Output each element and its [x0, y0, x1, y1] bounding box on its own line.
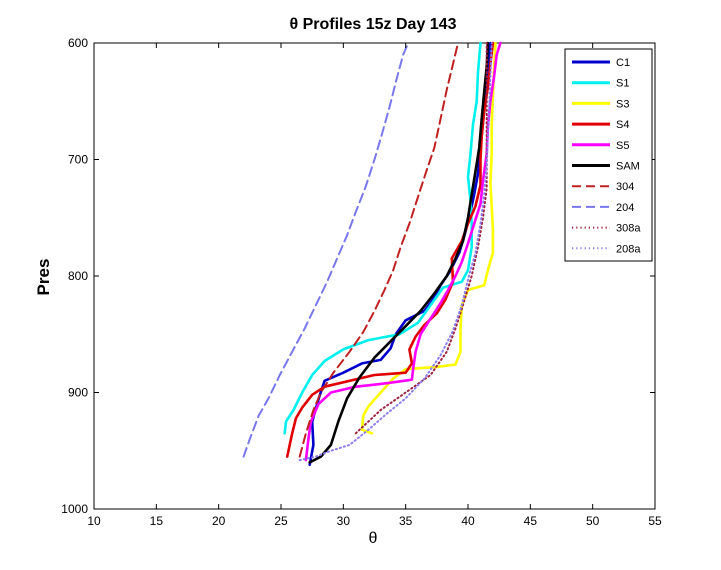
series-line-208a [298, 42, 493, 462]
x-tick-label: 40 [461, 514, 475, 528]
y-tick-label: 1000 [61, 502, 88, 516]
legend-label-s3: S3 [616, 98, 629, 110]
legend-box [564, 48, 653, 262]
legend-label-c1: C1 [616, 57, 630, 69]
legend-label-sam: SAM [616, 161, 640, 173]
series-line-204 [242, 42, 410, 458]
x-tick-label: 55 [648, 514, 662, 528]
x-tick-label: 50 [586, 514, 600, 528]
plot-area [93, 42, 656, 510]
chart-title: θ Profiles 15z Day 143 [290, 16, 457, 33]
legend: C1 S1 S3 S4 S5 SAM 304 204 308a 208a [564, 48, 653, 262]
y-tick-label: 600 [68, 36, 88, 50]
series-line-sam [308, 41, 490, 464]
x-tick-label: 35 [399, 514, 413, 528]
legend-label-308a: 308a [616, 223, 641, 235]
legend-label-208a: 208a [616, 243, 641, 255]
x-tick-label: 10 [87, 514, 101, 528]
y-axis-ticks: 600 700 800 900 1000 [61, 36, 655, 516]
legend-label-s4: S4 [616, 119, 629, 131]
x-tick-label: 30 [337, 514, 351, 528]
legend-label-204: 204 [616, 202, 634, 214]
x-tick-label: 45 [524, 514, 538, 528]
x-tick-label: 15 [150, 514, 164, 528]
series-line-s1 [283, 41, 482, 435]
series-layer [242, 41, 502, 467]
y-tick-label: 800 [68, 269, 88, 283]
x-axis-ticks: 10 15 20 25 30 35 40 45 50 55 [87, 43, 662, 528]
y-tick-label: 900 [68, 386, 88, 400]
y-tick-label: 700 [68, 153, 88, 167]
series-line-304 [298, 42, 459, 458]
x-axis-label: θ [369, 530, 378, 547]
x-tick-label: 25 [274, 514, 288, 528]
legend-label-304: 304 [616, 181, 634, 193]
series-line-s4 [285, 41, 495, 458]
x-tick-label: 20 [212, 514, 226, 528]
legend-label-s5: S5 [616, 140, 629, 152]
y-axis-label: Pres [34, 259, 53, 296]
legend-label-s1: S1 [616, 78, 629, 90]
